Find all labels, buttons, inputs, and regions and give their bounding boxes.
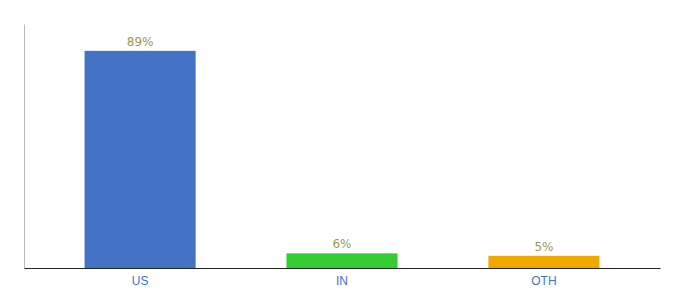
bars xyxy=(85,51,600,268)
y-axis-line xyxy=(24,25,25,269)
x-axis: US IN OTH xyxy=(25,269,661,288)
bar xyxy=(488,256,599,268)
data-label: 6% xyxy=(332,237,351,251)
x-tick: OTH xyxy=(531,274,556,288)
x-tick: US xyxy=(132,274,149,288)
x-tick-label: OTH xyxy=(531,274,556,288)
bar xyxy=(286,253,397,268)
x-tick-label: IN xyxy=(336,274,348,288)
bar xyxy=(85,51,196,268)
data-label: 89% xyxy=(127,35,154,49)
chart: US IN OTH 89% 6% 5% xyxy=(0,0,680,300)
data-label: 5% xyxy=(534,240,553,254)
x-axis-line xyxy=(25,268,661,269)
y-axis xyxy=(24,25,25,269)
plot: US IN OTH 89% 6% 5% xyxy=(25,25,661,288)
data-labels: 89% 6% 5% xyxy=(127,35,554,254)
x-tick-label: US xyxy=(132,274,149,288)
x-tick: IN xyxy=(336,274,348,288)
